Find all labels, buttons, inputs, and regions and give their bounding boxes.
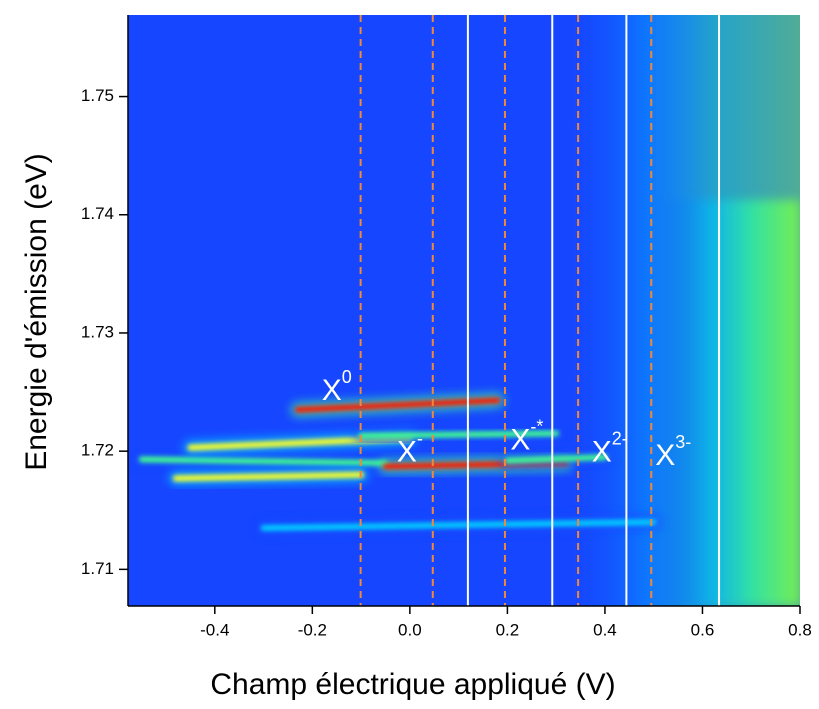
streak <box>138 456 389 466</box>
x-tick-label: -0.2 <box>298 620 327 639</box>
streak <box>294 397 501 413</box>
plot-area <box>128 15 800 606</box>
streak <box>260 519 657 531</box>
y-tick-label: 1.72 <box>81 441 114 460</box>
annotation: X0 <box>322 367 352 407</box>
annotation-sup: 2- <box>612 428 628 448</box>
annotation: X- <box>397 428 423 468</box>
y-tick-label: 1.75 <box>81 86 114 105</box>
annotation-sup: 0 <box>342 367 352 387</box>
annotation: X3- <box>655 432 691 472</box>
annotation-sup: - <box>417 428 423 448</box>
y-tick-label: 1.71 <box>81 559 114 578</box>
streak <box>358 430 560 439</box>
x-tick-label: 0.0 <box>398 620 422 639</box>
x-tick-label: 0.4 <box>593 620 617 639</box>
x-tick-label: 0.2 <box>496 620 520 639</box>
y-axis-label: Energie d'émission (eV) <box>20 153 53 471</box>
annotation-sup: -* <box>530 416 543 436</box>
annotation-text: X <box>397 435 417 468</box>
annotation: X-* <box>510 416 543 456</box>
annotation-text: X <box>322 374 342 407</box>
annotation-text: X <box>592 435 612 468</box>
annotation-text: X <box>510 424 530 457</box>
streak <box>172 471 365 482</box>
x-tick-label: -0.4 <box>200 620 229 639</box>
y-tick-label: 1.74 <box>81 204 114 223</box>
y-tick-label: 1.73 <box>81 322 114 341</box>
annotation: X2- <box>592 428 628 468</box>
x-axis-label: Champ électrique appliqué (V) <box>210 668 615 701</box>
x-tick-label: 0.6 <box>691 620 715 639</box>
x-tick-label: 0.8 <box>788 620 812 639</box>
streak <box>504 454 608 464</box>
annotation-sup: 3- <box>675 432 691 452</box>
annotation-text: X <box>655 439 675 472</box>
glow-region <box>660 200 800 606</box>
